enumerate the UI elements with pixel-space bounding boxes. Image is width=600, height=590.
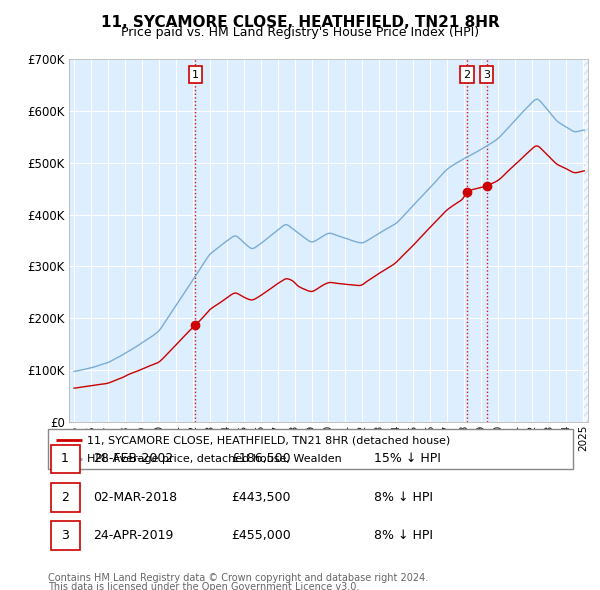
Text: Contains HM Land Registry data © Crown copyright and database right 2024.: Contains HM Land Registry data © Crown c…: [48, 573, 428, 584]
Text: HPI: Average price, detached house, Wealden: HPI: Average price, detached house, Weal…: [88, 454, 342, 464]
Text: £186,500: £186,500: [232, 452, 292, 466]
Text: 8% ↓ HPI: 8% ↓ HPI: [373, 529, 433, 542]
Text: £443,500: £443,500: [232, 490, 291, 504]
Text: 11, SYCAMORE CLOSE, HEATHFIELD, TN21 8HR: 11, SYCAMORE CLOSE, HEATHFIELD, TN21 8HR: [101, 15, 499, 30]
Text: 2: 2: [464, 70, 470, 80]
Bar: [583, 59, 600, 422]
Text: 3: 3: [483, 70, 490, 80]
Text: 1: 1: [61, 452, 69, 466]
Text: Price paid vs. HM Land Registry's House Price Index (HPI): Price paid vs. HM Land Registry's House …: [121, 26, 479, 39]
Text: 28-FEB-2002: 28-FEB-2002: [92, 452, 173, 466]
Text: £455,000: £455,000: [232, 529, 292, 542]
FancyBboxPatch shape: [50, 445, 79, 473]
Bar: [583, 59, 600, 422]
FancyBboxPatch shape: [48, 429, 573, 469]
Text: 15% ↓ HPI: 15% ↓ HPI: [373, 452, 440, 466]
FancyBboxPatch shape: [50, 522, 79, 550]
Text: 02-MAR-2018: 02-MAR-2018: [92, 490, 177, 504]
FancyBboxPatch shape: [50, 483, 79, 512]
Text: 8% ↓ HPI: 8% ↓ HPI: [373, 490, 433, 504]
Text: 24-APR-2019: 24-APR-2019: [92, 529, 173, 542]
Text: 1: 1: [192, 70, 199, 80]
Text: 2: 2: [61, 490, 69, 504]
Text: This data is licensed under the Open Government Licence v3.0.: This data is licensed under the Open Gov…: [48, 582, 359, 590]
Text: 11, SYCAMORE CLOSE, HEATHFIELD, TN21 8HR (detached house): 11, SYCAMORE CLOSE, HEATHFIELD, TN21 8HR…: [88, 435, 451, 445]
Text: 3: 3: [61, 529, 69, 542]
